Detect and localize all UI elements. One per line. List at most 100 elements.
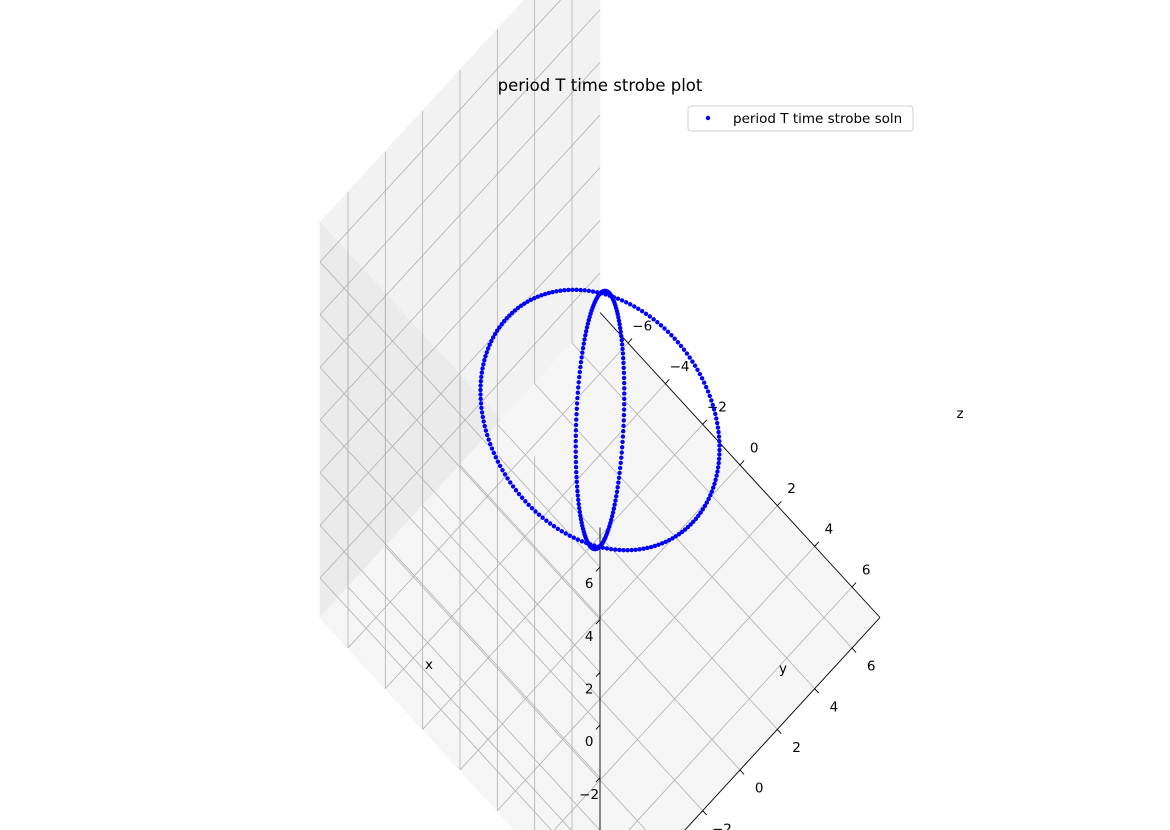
z-grid-line xyxy=(319,261,601,568)
data-point xyxy=(540,515,545,520)
data-point xyxy=(628,302,633,307)
data-point xyxy=(573,464,579,470)
data-point xyxy=(566,287,571,293)
data-point xyxy=(619,298,625,303)
data-point xyxy=(555,526,561,531)
legend-label: period T time strobe soln xyxy=(733,111,902,127)
data-point xyxy=(621,360,626,366)
data-point xyxy=(669,332,674,338)
data-point xyxy=(485,346,491,351)
data-point xyxy=(574,287,579,293)
data-point xyxy=(479,374,484,380)
data-point xyxy=(575,488,580,494)
data-point xyxy=(533,509,538,514)
data-point xyxy=(479,370,485,375)
data-point xyxy=(684,351,690,356)
data-point xyxy=(499,322,504,327)
data-point xyxy=(495,459,501,464)
data-point xyxy=(501,319,507,324)
x-tick-mark xyxy=(739,460,745,466)
data-point xyxy=(478,379,484,384)
data-point xyxy=(478,396,483,402)
data-point xyxy=(617,470,622,476)
y-tick-mark xyxy=(851,647,857,653)
data-point xyxy=(604,546,610,551)
data-point xyxy=(586,318,591,323)
z-tick-mark xyxy=(595,566,601,572)
data-point xyxy=(484,350,489,355)
data-point xyxy=(481,419,486,424)
data-point xyxy=(691,519,696,524)
data-point xyxy=(717,443,722,448)
data-point xyxy=(609,514,615,519)
data-point xyxy=(706,496,711,502)
z-tick-mark xyxy=(595,777,601,783)
data-point xyxy=(575,390,581,395)
data-point xyxy=(577,374,582,380)
data-point xyxy=(690,359,695,364)
data-point xyxy=(578,517,584,522)
data-point xyxy=(500,467,505,473)
data-point xyxy=(574,474,579,480)
data-point xyxy=(620,439,625,445)
data-point xyxy=(574,401,580,406)
data-point xyxy=(487,342,492,347)
data-point xyxy=(497,325,502,330)
data-point xyxy=(619,333,624,339)
data-point xyxy=(618,460,623,466)
z-axis-label: z xyxy=(956,406,963,422)
data-point xyxy=(573,454,579,460)
data-point xyxy=(675,340,681,345)
data-point xyxy=(478,401,484,406)
data-point xyxy=(516,491,522,497)
data-point xyxy=(625,547,630,553)
x-tick-label: 6 xyxy=(862,562,871,578)
data-point xyxy=(621,423,626,429)
data-point xyxy=(573,438,578,444)
z-grid-line xyxy=(319,114,601,421)
y-tick-mark xyxy=(739,769,745,775)
chart-title: period T time strobe plot xyxy=(498,76,703,95)
y-tick-mark xyxy=(777,729,782,735)
data-point xyxy=(575,395,580,401)
data-point xyxy=(526,502,531,508)
data-point xyxy=(618,325,623,331)
data-point xyxy=(542,291,548,297)
z-grid-line xyxy=(319,419,601,726)
data-point xyxy=(554,289,559,294)
data-point xyxy=(682,527,688,532)
data-point xyxy=(528,297,534,303)
data-point xyxy=(716,456,722,461)
data-point xyxy=(574,469,579,475)
y-tick-label: −2 xyxy=(712,821,732,830)
data-point xyxy=(616,318,622,323)
data-point xyxy=(619,337,624,343)
data-point xyxy=(715,469,720,474)
data-point xyxy=(708,493,713,498)
data-point xyxy=(580,350,585,355)
z-grid-line xyxy=(319,62,601,368)
data-point xyxy=(617,547,622,553)
data-point xyxy=(620,346,625,352)
x-tick-label: 4 xyxy=(825,522,834,538)
z-tick-mark xyxy=(595,724,601,730)
data-point xyxy=(619,342,625,347)
data-point xyxy=(485,432,490,438)
data-point xyxy=(621,402,627,407)
data-point xyxy=(583,333,588,338)
data-point xyxy=(711,407,717,412)
data-point xyxy=(632,304,637,309)
data-point xyxy=(678,343,684,349)
x-tick-mark xyxy=(627,338,633,344)
data-point xyxy=(672,336,677,341)
z-tick-label: −2 xyxy=(579,787,599,803)
data-point xyxy=(579,539,585,544)
grid-group xyxy=(319,0,853,830)
data-point xyxy=(697,371,703,377)
data-point xyxy=(715,425,721,430)
data-point xyxy=(585,321,591,326)
data-point xyxy=(714,473,719,478)
data-point xyxy=(707,393,712,399)
data-point xyxy=(704,500,710,505)
data-point xyxy=(651,317,656,322)
